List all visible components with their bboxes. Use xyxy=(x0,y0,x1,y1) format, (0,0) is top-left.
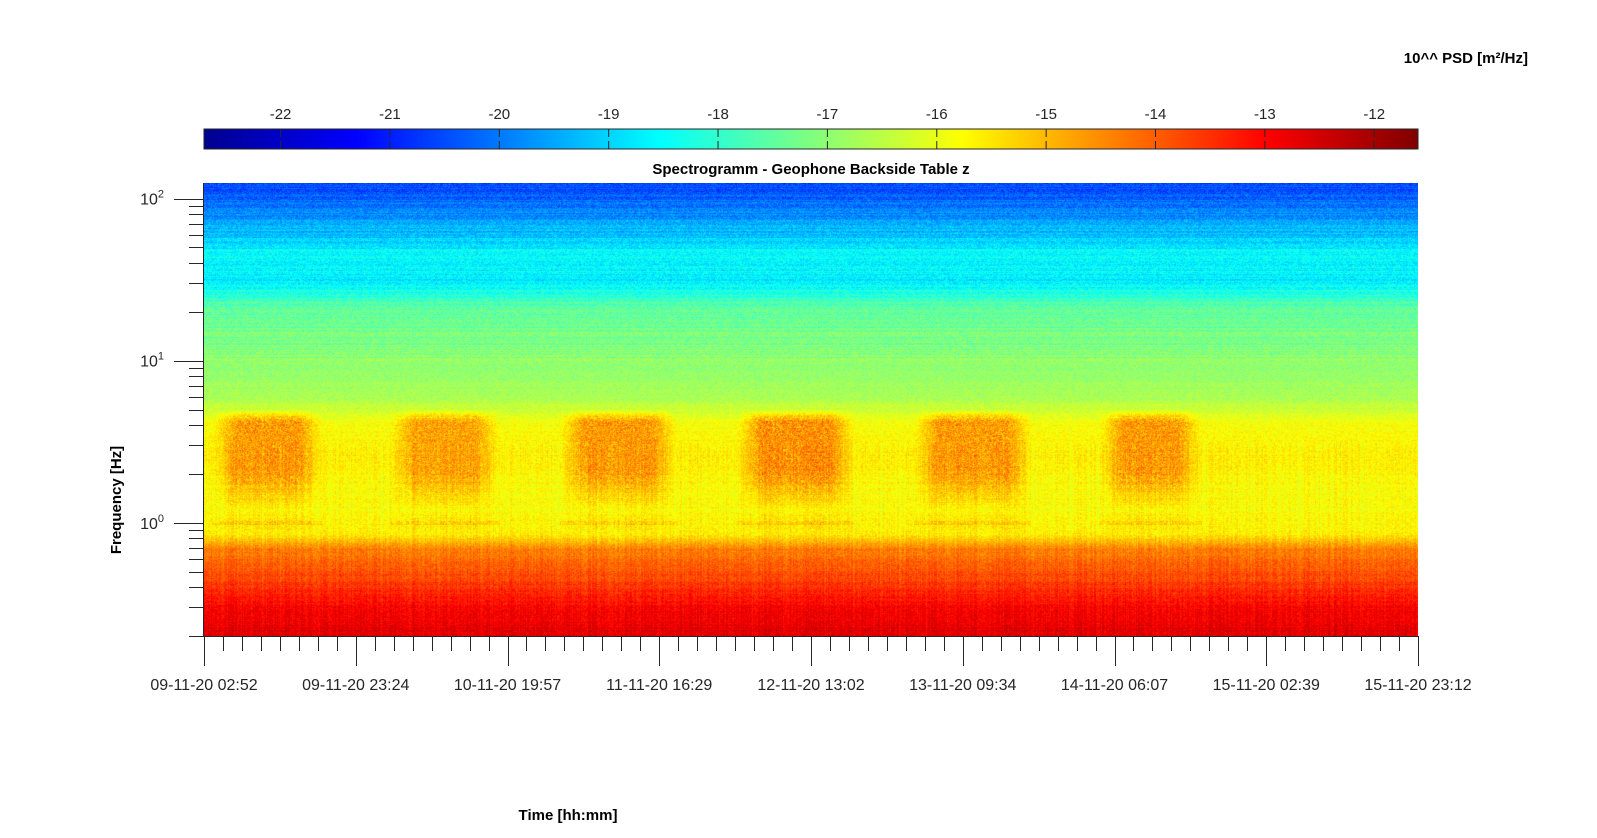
colorbar-tick-label: -22 xyxy=(270,106,292,123)
x-tick-label: 13-11-20 09:34 xyxy=(909,677,1016,694)
colorbar-ticks: -22 -21 -20 -19 -18 -17 -16 -15 -14 -13 -12 xyxy=(270,106,1385,149)
x-tick-label: 09-11-20 23:24 xyxy=(302,677,409,694)
x-tick-label: 15-11-20 23:12 xyxy=(1364,677,1471,694)
y-axis-label: Frequency [Hz] xyxy=(108,446,125,554)
chart-title: Spectrogramm - Geophone Backside Table z xyxy=(652,161,969,178)
y-tick-label: 100 xyxy=(140,513,164,533)
colorbar-tick-label: -17 xyxy=(817,106,839,123)
x-tick-label: 15-11-20 02:39 xyxy=(1213,677,1320,694)
colorbar-tick-label: -14 xyxy=(1145,106,1167,123)
colorbar-tick-label: -19 xyxy=(598,106,620,123)
colorbar-tick-label: -12 xyxy=(1363,106,1385,123)
x-tick-label: 09-11-20 02:52 xyxy=(150,677,257,694)
y-axis: 100 101 102 xyxy=(140,189,204,637)
x-tick-label: 10-11-20 19:57 xyxy=(454,677,561,694)
x-axis-label: Time [hh:mm] xyxy=(519,807,618,824)
spectrogram-heatmap xyxy=(204,183,1418,636)
colorbar-tick-label: -20 xyxy=(488,106,510,123)
colorbar xyxy=(203,128,1419,150)
x-tick-label: 14-11-20 06:07 xyxy=(1061,677,1168,694)
x-tick-label: 11-11-20 16:29 xyxy=(606,677,712,694)
colorbar-tick-label: -18 xyxy=(707,106,729,123)
colorbar-tick-label: -21 xyxy=(379,106,401,123)
colorbar-tick-label: -13 xyxy=(1254,106,1276,123)
y-tick-label: 102 xyxy=(140,189,164,209)
colorbar-label: 10^^ PSD [m²/Hz] xyxy=(1404,50,1528,67)
colorbar-tick-label: -15 xyxy=(1035,106,1057,123)
y-tick-label: 101 xyxy=(140,351,164,371)
x-axis: 09-11-20 02:52 09-11-20 23:24 10-11-20 19:… xyxy=(150,636,1472,694)
x-tick-label: 12-11-20 13:02 xyxy=(757,677,864,694)
colorbar-tick-label: -16 xyxy=(926,106,948,123)
